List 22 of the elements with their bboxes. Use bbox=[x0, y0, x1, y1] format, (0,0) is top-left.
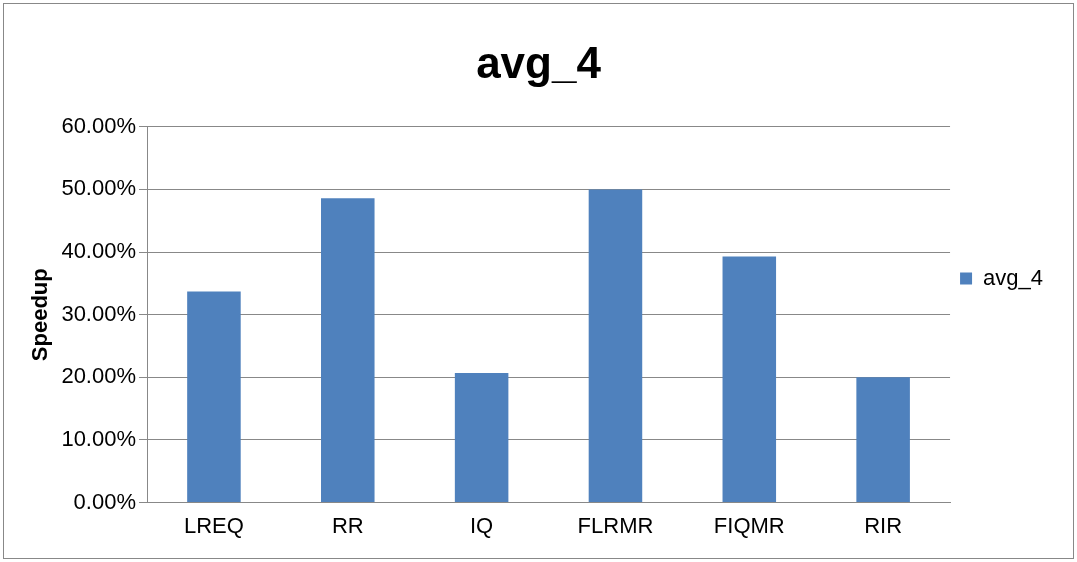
x-tick-label: FLRMR bbox=[577, 512, 654, 538]
bar bbox=[856, 377, 910, 503]
x-tick-label: IQ bbox=[470, 512, 494, 538]
bar bbox=[588, 189, 643, 503]
x-tick-label: FIQMR bbox=[713, 512, 785, 538]
x-tick-label: LREQ bbox=[183, 512, 244, 538]
chart-title: avg_4 bbox=[476, 37, 602, 87]
legend-label: avg_4 bbox=[983, 264, 1044, 290]
bar bbox=[187, 291, 241, 503]
y-tick-label: 20.00% bbox=[61, 363, 137, 389]
y-tick-label: 40.00% bbox=[61, 238, 137, 264]
bar bbox=[321, 198, 375, 503]
bar bbox=[454, 372, 509, 503]
bar bbox=[722, 256, 777, 503]
y-tick-label: 0.00% bbox=[73, 488, 137, 514]
y-axis-title: Speedup bbox=[27, 268, 53, 362]
x-tick-label: RIR bbox=[864, 512, 903, 538]
y-tick-label: 60.00% bbox=[61, 112, 137, 138]
y-tick-label: 50.00% bbox=[61, 175, 137, 201]
x-tick-label: RR bbox=[331, 512, 364, 538]
y-tick-label: 10.00% bbox=[61, 426, 137, 452]
y-tick-label: 30.00% bbox=[61, 300, 137, 326]
